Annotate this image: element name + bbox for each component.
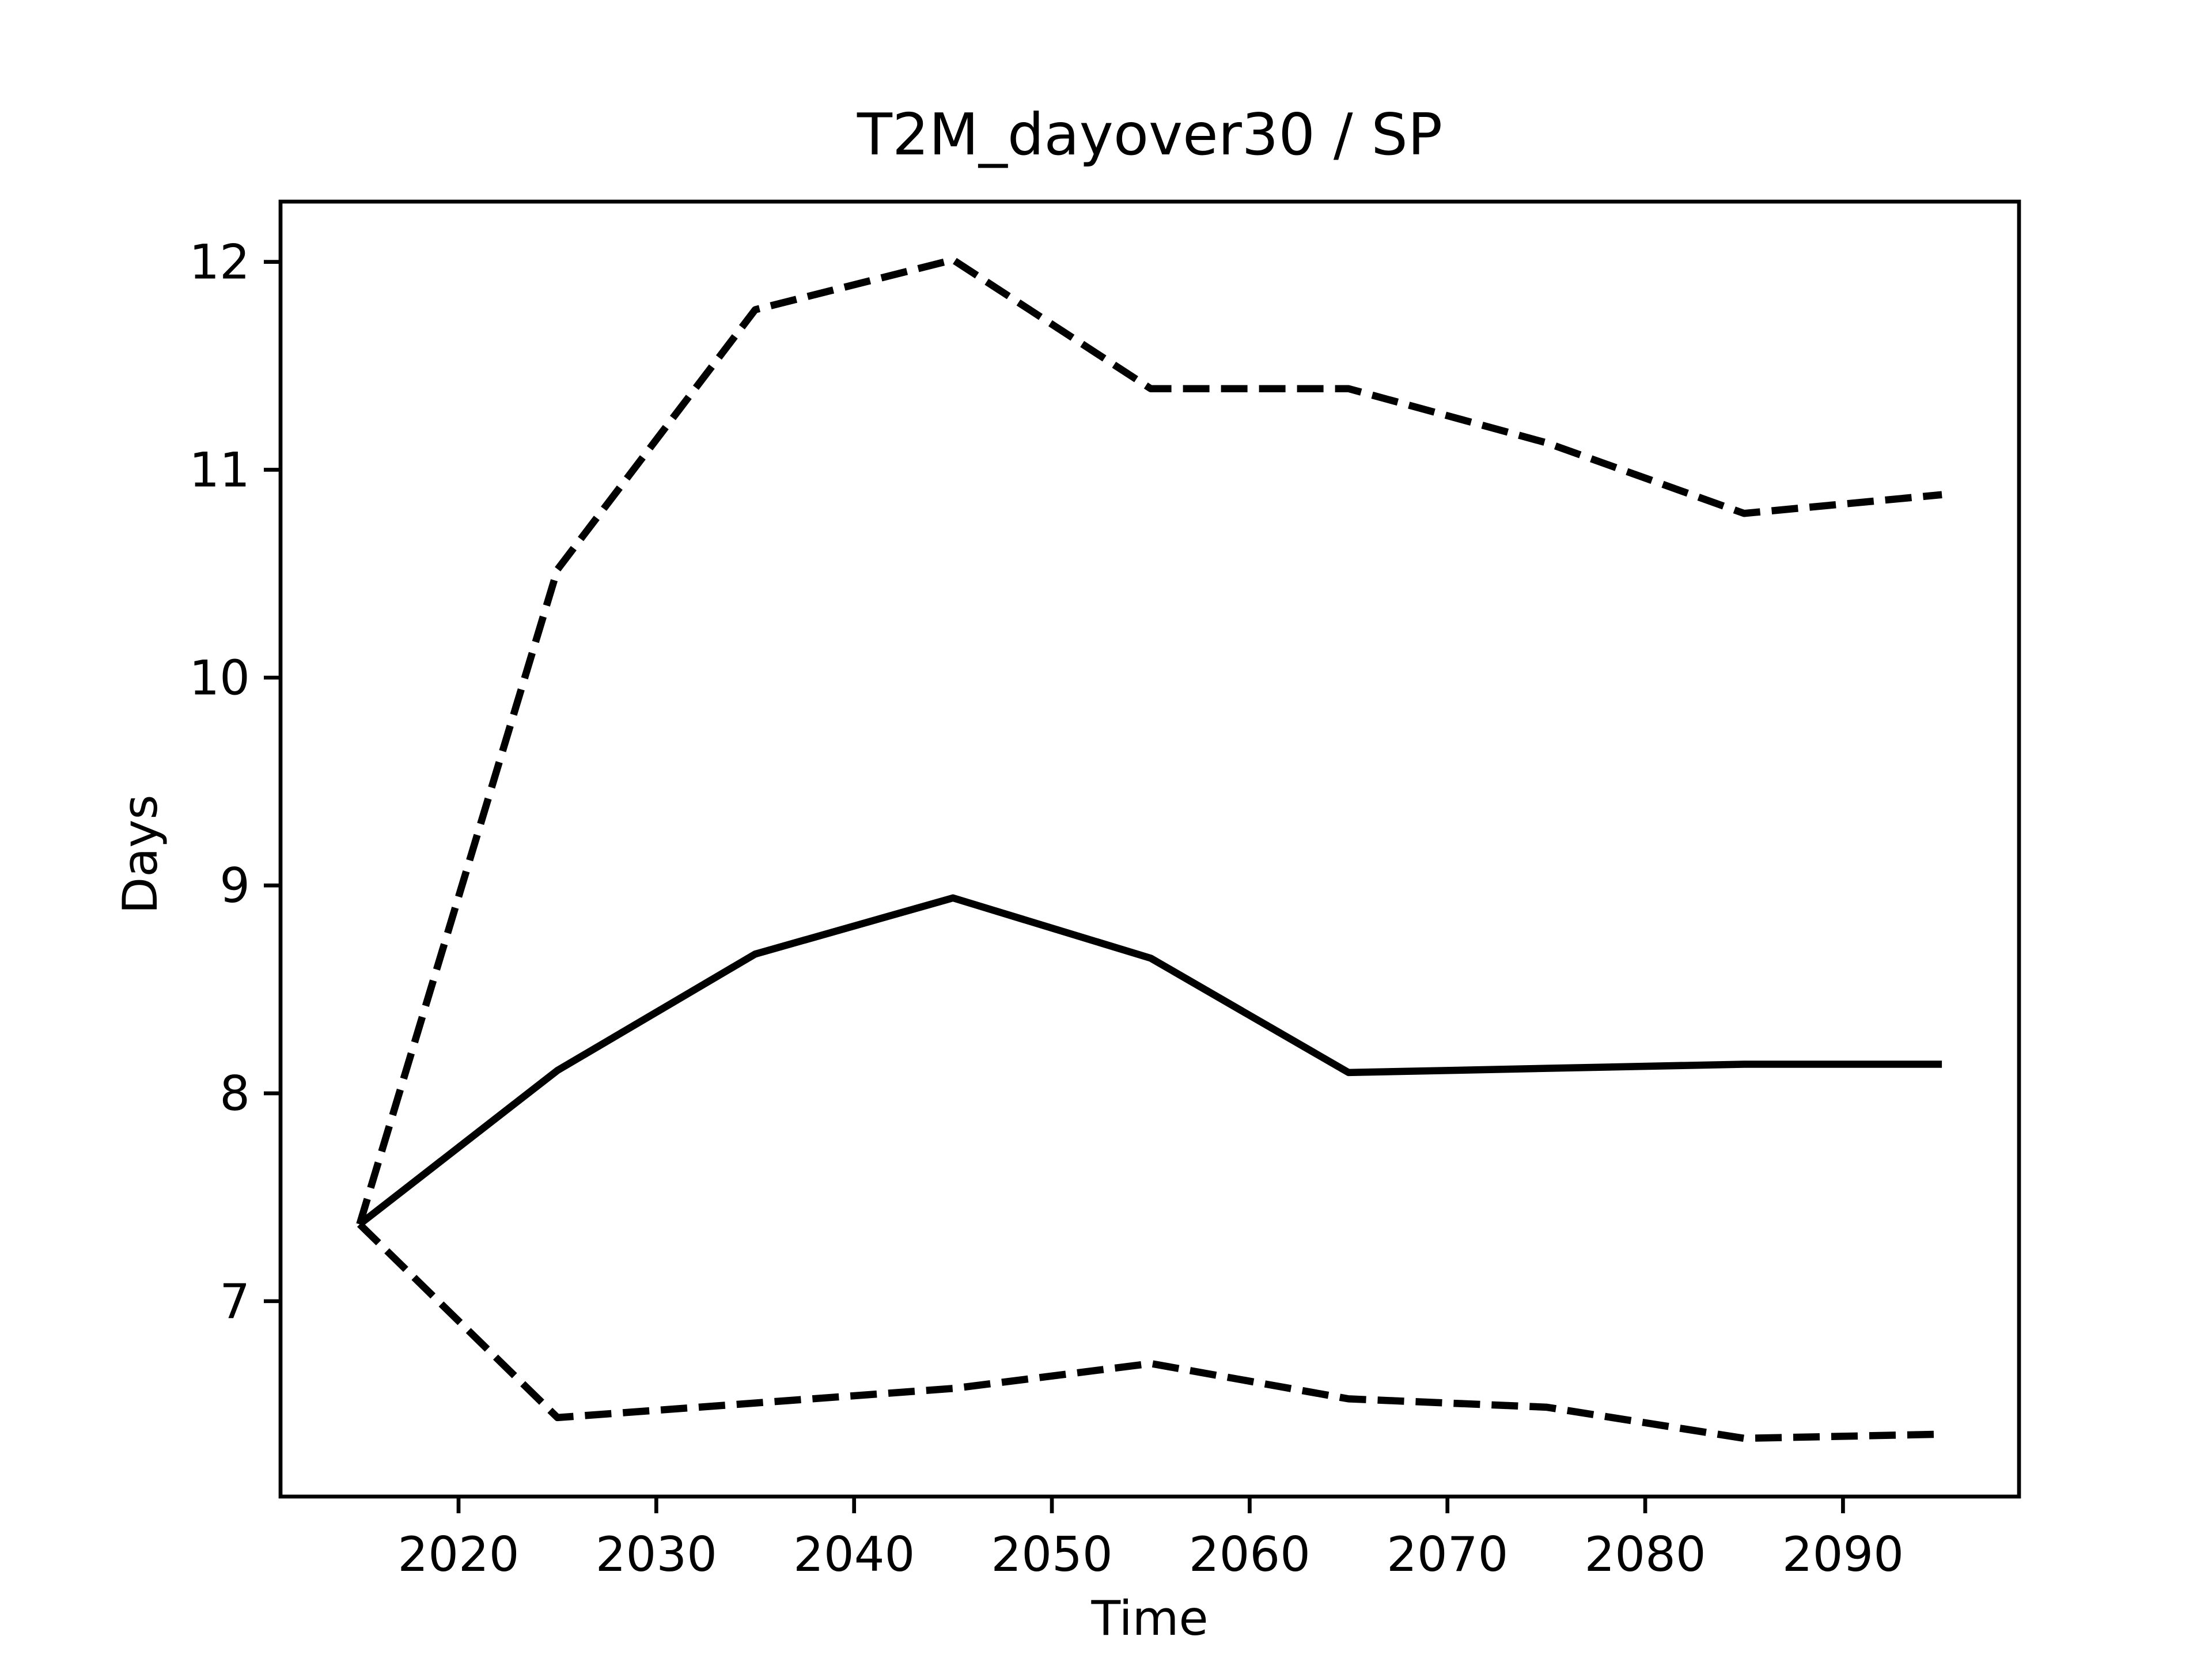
x-tick-label: 2020 (397, 1527, 519, 1582)
chart-title: T2M_dayover30 / SP (857, 101, 1442, 168)
y-tick-label: 9 (219, 858, 250, 914)
x-tick-label: 2080 (1584, 1527, 1706, 1582)
y-tick-label: 11 (189, 442, 250, 498)
x-tick-label: 2040 (793, 1527, 915, 1582)
series-line (357, 1221, 1942, 1442)
y-axis-label: Days (112, 794, 168, 914)
axes-frame (278, 199, 2021, 1499)
x-tick-label: 2060 (1189, 1527, 1310, 1582)
y-tick-label: 8 (219, 1066, 250, 1122)
series-line (357, 894, 1942, 1228)
y-tick-label: 10 (189, 650, 250, 706)
y-tick-label: 12 (189, 234, 250, 290)
x-tick-label: 2090 (1782, 1527, 1904, 1582)
x-axis-label: Time (1090, 1590, 1208, 1646)
series-line (356, 256, 1942, 1226)
x-tick-label: 2030 (596, 1527, 717, 1582)
y-tick-label: 7 (219, 1274, 250, 1330)
x-tick-label: 2050 (991, 1527, 1112, 1582)
x-tick-label: 2070 (1387, 1527, 1508, 1582)
